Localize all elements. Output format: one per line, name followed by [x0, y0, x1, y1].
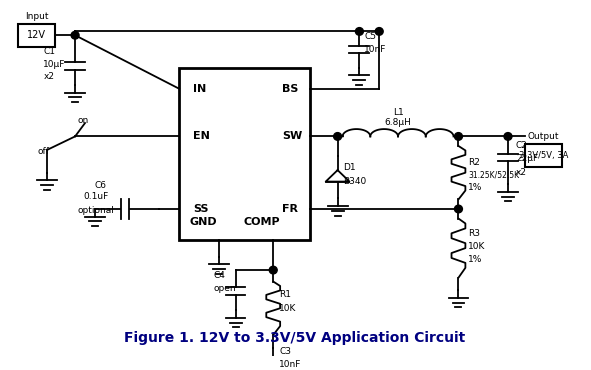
Text: off: off — [37, 147, 50, 156]
Text: 3.3V/5V, 3A: 3.3V/5V, 3A — [519, 151, 569, 160]
Text: 6.8μH: 6.8μH — [385, 118, 411, 127]
Text: 22μF: 22μF — [516, 154, 538, 163]
Text: on: on — [77, 116, 88, 125]
Text: B340: B340 — [343, 177, 367, 186]
Text: 10μF: 10μF — [43, 60, 66, 69]
Circle shape — [355, 28, 363, 35]
Text: C5: C5 — [364, 32, 376, 41]
Text: optional: optional — [77, 206, 114, 215]
Text: R2: R2 — [468, 158, 480, 167]
Circle shape — [454, 205, 462, 213]
Text: C1: C1 — [43, 47, 56, 56]
Circle shape — [454, 132, 462, 140]
Text: D1: D1 — [343, 163, 356, 172]
Circle shape — [334, 132, 342, 140]
Text: BS: BS — [282, 84, 298, 94]
Circle shape — [504, 132, 512, 140]
Text: FR: FR — [282, 204, 298, 214]
Text: 1%: 1% — [468, 183, 483, 192]
Text: 10K: 10K — [279, 304, 297, 313]
Circle shape — [375, 28, 383, 35]
Text: C3: C3 — [279, 347, 291, 356]
Text: SS: SS — [193, 204, 209, 214]
Circle shape — [269, 266, 277, 274]
Text: 0.1uF: 0.1uF — [83, 192, 108, 201]
Text: C4: C4 — [214, 271, 226, 280]
Text: SW: SW — [282, 131, 303, 141]
Text: C6: C6 — [95, 181, 107, 190]
Bar — [18, 24, 56, 47]
Text: COMP: COMP — [243, 217, 280, 227]
Bar — [525, 144, 563, 167]
Text: Input: Input — [25, 12, 48, 21]
Text: 12V: 12V — [27, 30, 46, 40]
Text: GND: GND — [189, 217, 217, 227]
Text: Figure 1. 12V to 3.3V/5V Application Circuit: Figure 1. 12V to 3.3V/5V Application Cir… — [124, 330, 466, 344]
Text: C2: C2 — [516, 141, 528, 150]
Text: L1: L1 — [392, 108, 404, 117]
Text: R1: R1 — [279, 290, 291, 299]
Text: 10K: 10K — [468, 242, 486, 251]
Text: x2: x2 — [43, 72, 54, 81]
Text: IN: IN — [193, 84, 206, 94]
Text: 10nF: 10nF — [364, 46, 387, 54]
Text: R3: R3 — [468, 229, 480, 238]
Text: Output: Output — [528, 132, 560, 141]
Bar — [179, 68, 310, 239]
Text: x2: x2 — [516, 168, 527, 176]
Text: open: open — [214, 284, 236, 293]
Text: 10nF: 10nF — [279, 360, 301, 369]
Circle shape — [71, 31, 79, 39]
Text: 1%: 1% — [468, 255, 483, 265]
Text: EN: EN — [193, 131, 210, 141]
Text: 31.25K/52.5K: 31.25K/52.5K — [468, 171, 519, 179]
